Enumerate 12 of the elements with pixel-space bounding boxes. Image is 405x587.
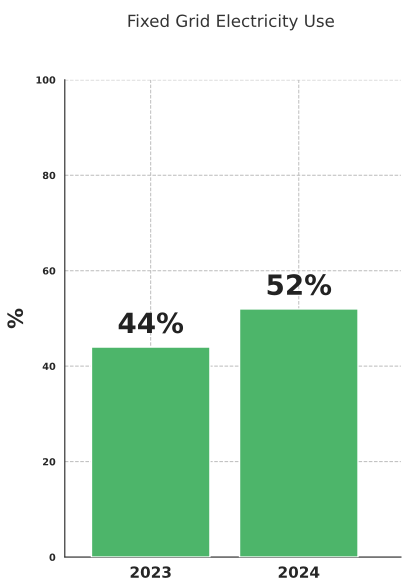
data-label: 52%: [268, 274, 332, 296]
data-label: 44%: [118, 312, 184, 334]
y-tick-label: 100: [36, 76, 56, 84]
y-tick-label: 80: [42, 172, 56, 180]
chart-title: Fixed Grid Electricity Use: [128, 14, 334, 30]
y-tick-label: 60: [42, 267, 56, 275]
y-tick-label: 0: [49, 554, 56, 561]
y-tick-label: 20: [43, 458, 56, 466]
y-tick-label: 40: [42, 362, 56, 370]
x-tick-label: 2024: [278, 566, 320, 578]
y-axis-title: %: [7, 308, 24, 328]
x-tick-label: 2023: [130, 566, 171, 578]
